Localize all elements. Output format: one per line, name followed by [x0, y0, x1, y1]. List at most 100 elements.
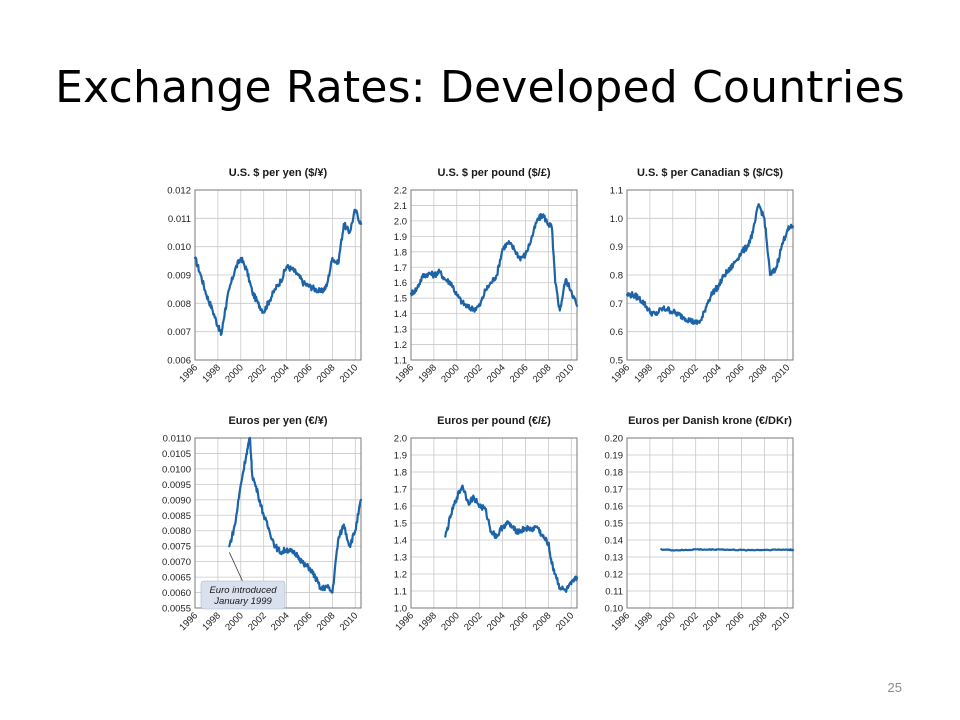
y-tick-label: 0.0055: [162, 604, 191, 615]
annotation-pointer: [228, 552, 244, 583]
y-tick-label: 0.0085: [162, 511, 191, 522]
chart-title: Euros per yen (€/¥): [228, 415, 327, 427]
y-tick-label: 0.0090: [162, 495, 191, 506]
slide-title: Exchange Rates: Developed Countries: [55, 62, 905, 113]
plot-frame: [626, 437, 794, 609]
chart-panel-usd-per-yen: U.S. $ per yen ($/¥) 0.006 0.007 0.008 0.009…: [155, 160, 363, 395]
y-tick-label: 0.9: [610, 242, 623, 253]
x-tick-label: 2004: [269, 362, 292, 385]
x-tick-label: 2008: [747, 610, 770, 633]
x-tick-label: 2006: [724, 610, 747, 633]
y-tick-label: 1.0: [610, 214, 623, 225]
chart-usd-per-cad: U.S. $ per Canadian $ ($/C$) 0.5 0.6 0.7 0.8…: [609, 167, 795, 385]
x-tick-label: 1998: [416, 610, 439, 633]
y-tick-label: 1.8: [394, 247, 407, 258]
y-tick-label: 0.010: [167, 242, 191, 253]
chart-euros-per-pound: Euros per pound (€/£) 1.0 1.1 1.2 1.3 1.4 1.5 1…: [393, 415, 579, 633]
chart-panel-euros-per-pound: Euros per pound (€/£) 1.0 1.1 1.2 1.3 1.4 1.5 1…: [371, 408, 579, 643]
y-tick-label: 1.7: [394, 263, 407, 274]
y-tick-label: 0.11: [605, 587, 623, 598]
x-tick-label: 2006: [508, 362, 531, 385]
x-tick-label: 2010: [338, 610, 361, 633]
x-tick-label: 1998: [416, 362, 439, 385]
x-tick-label: 2000: [655, 610, 678, 633]
x-tick-label: 2008: [315, 610, 338, 633]
plot-frame: [410, 437, 578, 609]
chart-panel-usd-per-pound: U.S. $ per pound ($/£) 1.1 1.2 1.3 1.4 1.5 1.6…: [371, 160, 579, 395]
y-tick-label: 0.15: [605, 519, 624, 530]
series-line: [409, 212, 579, 313]
y-tick-label: 0.6: [610, 327, 623, 338]
x-tick-label: 1998: [200, 610, 223, 633]
x-tick-label: 2004: [701, 362, 724, 385]
chart-euros-per-yen: Euros per yen (€/¥) 0.0055 0.0060 0.0065 0.0…: [162, 415, 363, 633]
y-tick-label: 0.18: [605, 468, 624, 479]
y-tick-label: 0.14: [605, 536, 624, 547]
x-tick-label: 2004: [485, 610, 508, 633]
x-tick-label: 2002: [678, 610, 701, 633]
y-tick-label: 2.2: [394, 186, 407, 197]
y-tick-label: 0.8: [610, 271, 623, 282]
y-tick-label: 1.8: [394, 468, 407, 479]
y-tick-label: 1.4: [394, 536, 407, 547]
x-tick-label: 2000: [223, 610, 246, 633]
y-tick-label: 2.0: [394, 434, 407, 445]
series-line: [193, 208, 363, 336]
y-tick-label: 0.16: [605, 502, 624, 513]
x-tick-label: 2002: [462, 610, 485, 633]
chart-title: Euros per Danish krone (€/DKr): [628, 415, 792, 427]
series-line: [660, 548, 795, 552]
chart-title: U.S. $ per pound ($/£): [437, 167, 550, 179]
y-tick-label: 0.009: [167, 271, 191, 282]
y-tick-label: 1.6: [394, 502, 407, 513]
x-tick-label: 2000: [439, 362, 462, 385]
y-tick-label: 0.012: [167, 186, 191, 197]
x-tick-label: 2002: [462, 362, 485, 385]
x-tick-label: 2002: [246, 362, 269, 385]
y-tick-label: 0.0070: [162, 557, 191, 568]
y-tick-label: 0.0060: [162, 588, 191, 599]
chart-panel-euros-per-krone: Euros per Danish krone (€/DKr) 0.10 0.11 0.…: [587, 408, 795, 643]
slide-number: 25: [887, 680, 902, 695]
chart-euros-per-krone: Euros per Danish krone (€/DKr) 0.10 0.11 0.…: [605, 415, 795, 633]
series-line: [444, 484, 579, 593]
y-tick-label: 1.4: [394, 309, 407, 320]
x-tick-label: 1998: [200, 362, 223, 385]
y-tick-label: 0.19: [605, 451, 624, 462]
y-tick-label: 0.011: [168, 214, 191, 225]
y-tick-label: 1.9: [394, 232, 407, 243]
x-tick-label: 2006: [292, 362, 315, 385]
y-tick-label: 2.0: [394, 216, 407, 227]
x-tick-label: 2004: [485, 362, 508, 385]
y-tick-label: 0.7: [610, 299, 623, 310]
y-tick-label: 1.3: [394, 325, 407, 336]
x-tick-label: 2000: [655, 362, 678, 385]
y-tick-label: 1.1: [610, 186, 623, 197]
y-tick-label: 1.5: [394, 519, 407, 530]
x-tick-label: 2008: [315, 362, 338, 385]
chart-title: Euros per pound (€/£): [437, 415, 551, 427]
x-tick-label: 2010: [554, 362, 577, 385]
annotation-box: [200, 580, 286, 610]
y-tick-label: 1.3: [394, 553, 407, 564]
x-tick-label: 2008: [747, 362, 770, 385]
x-tick-label: 2004: [701, 610, 724, 633]
y-tick-label: 0.13: [605, 553, 624, 564]
y-tick-label: 0.0100: [162, 464, 191, 475]
y-tick-label: 0.0105: [162, 449, 191, 460]
y-tick-label: 0.12: [605, 570, 624, 581]
y-tick-label: 1.7: [394, 485, 407, 496]
x-tick-label: 1998: [632, 362, 655, 385]
chart-usd-per-yen: U.S. $ per yen ($/¥) 0.006 0.007 0.008 0.009…: [167, 167, 363, 385]
x-tick-label: 1998: [632, 610, 655, 633]
x-tick-label: 2006: [292, 610, 315, 633]
y-tick-label: 0.0110: [163, 434, 191, 445]
x-tick-label: 2006: [508, 610, 531, 633]
series-line: [228, 436, 363, 594]
plot-frame: [626, 189, 794, 361]
y-tick-label: 0.006: [167, 356, 191, 367]
chart-usd-per-pound: U.S. $ per pound ($/£) 1.1 1.2 1.3 1.4 1.5 1.6…: [393, 167, 579, 385]
y-tick-label: 0.20: [605, 434, 624, 445]
x-tick-label: 2000: [439, 610, 462, 633]
chart-title: U.S. $ per Canadian $ ($/C$): [637, 167, 783, 179]
